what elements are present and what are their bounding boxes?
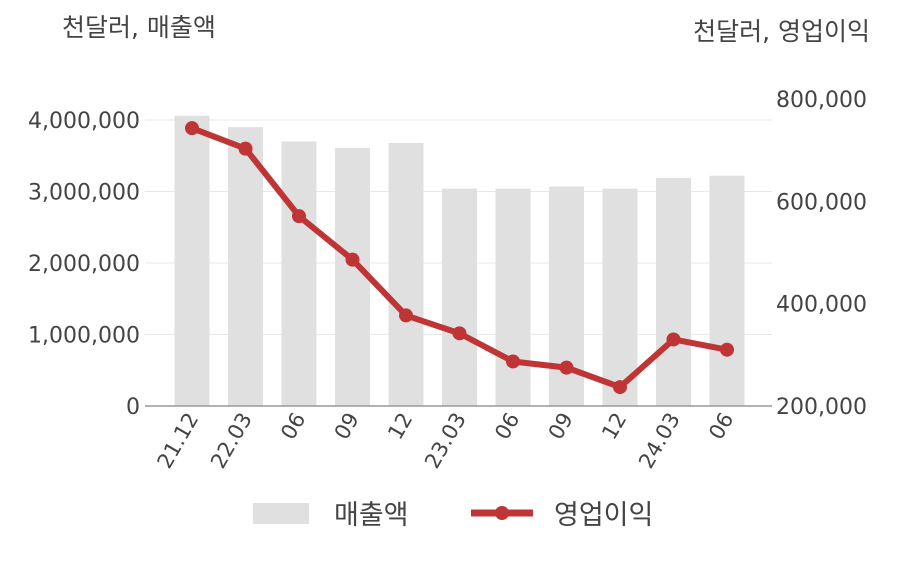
- bar: [656, 177, 691, 406]
- data-point: [185, 121, 199, 136]
- data-point: [666, 332, 681, 347]
- left-tick-label: 2,000,000: [28, 252, 140, 277]
- x-axis-ticks: 21.12 22.03 06 09 12 23.03 06 09 12 24.03 06: [152, 409, 738, 473]
- x-tick-label: 06: [490, 409, 524, 444]
- left-tick-label: 4,000,000: [28, 109, 140, 134]
- bar: [602, 188, 638, 406]
- x-tick-label: 12: [383, 409, 417, 444]
- data-point: [506, 354, 520, 369]
- left-tick-label: 3,000,000: [28, 181, 140, 206]
- x-tick-label: 06: [704, 409, 738, 444]
- x-tick-label: 12: [597, 409, 631, 444]
- data-point: [292, 209, 306, 224]
- x-tick-label: 24.03: [634, 409, 685, 473]
- data-point: [452, 326, 467, 341]
- legend-swatch-bar: [253, 503, 309, 524]
- right-tick-label: 600,000: [776, 190, 867, 215]
- bar: [709, 175, 745, 406]
- left-tick-label: 0: [126, 395, 140, 420]
- bar: [281, 141, 317, 406]
- legend-label-bar: 매출액: [334, 500, 409, 531]
- right-tick-label: 800,000: [776, 88, 867, 113]
- x-tick-label: 23.03: [420, 409, 471, 473]
- bar: [335, 147, 370, 406]
- left-axis-ticks: 0 1,000,000 2,000,000 3,000,000 4,000,000: [28, 109, 140, 420]
- legend: 매출액 영업이익: [253, 500, 653, 531]
- data-point: [345, 252, 360, 267]
- data-point: [238, 141, 253, 156]
- left-axis-unit: 천달러, 매출액: [62, 13, 216, 42]
- bar: [174, 115, 210, 407]
- x-tick-label: 22.03: [206, 409, 257, 473]
- right-tick-label: 400,000: [776, 293, 867, 318]
- right-axis-unit: 천달러, 영업이익: [693, 17, 870, 46]
- line-series: [185, 121, 734, 395]
- x-tick-label: 09: [330, 409, 364, 444]
- bar: [495, 188, 531, 406]
- bar-series: [174, 115, 745, 407]
- data-point: [720, 342, 734, 357]
- left-tick-label: 1,000,000: [28, 324, 140, 349]
- bar: [442, 188, 477, 406]
- legend-swatch-marker: [495, 506, 509, 520]
- data-point: [399, 308, 413, 323]
- legend-label-line: 영업이익: [554, 500, 653, 531]
- bar: [228, 127, 263, 407]
- bar: [388, 142, 424, 406]
- right-tick-label: 200,000: [776, 395, 867, 420]
- x-tick-label: 09: [544, 409, 578, 444]
- x-tick-label: 21.12: [152, 409, 203, 473]
- data-point: [613, 380, 627, 395]
- right-axis-ticks: 200,000 400,000 600,000 800,000: [776, 88, 867, 420]
- data-point: [559, 360, 574, 375]
- x-tick-label: 06: [276, 409, 310, 444]
